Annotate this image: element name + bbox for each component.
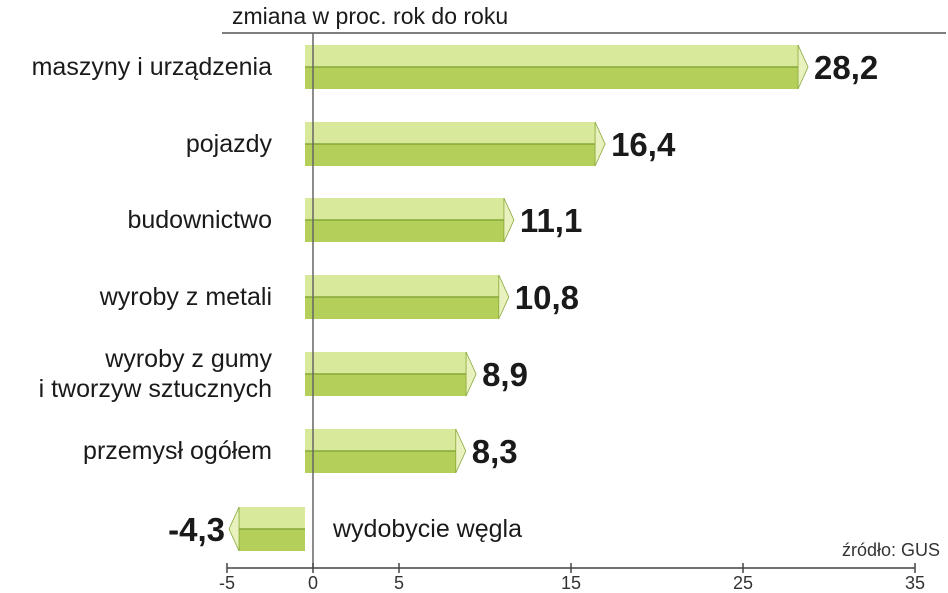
category-label-line: przemysł ogółem — [83, 437, 272, 465]
value-label: 8,3 — [472, 433, 518, 470]
category-label: budownictwo — [127, 206, 272, 234]
bar-top-face — [305, 429, 456, 451]
category-label: wyroby z gumy i tworzyw sztucznych — [39, 345, 273, 403]
bar — [305, 220, 504, 242]
bars-layer: maszyny i urządzenia 28,2 pojazdy 16,4 budow… — [32, 44, 878, 552]
bar-group: pojazdy 16,4 — [186, 121, 676, 167]
bar-top-face — [305, 352, 467, 374]
x-tick-label: 0 — [308, 573, 318, 593]
bar-top-face — [305, 275, 499, 297]
source-note: źródło: GUS — [842, 540, 940, 560]
x-tick-label: -5 — [219, 573, 235, 593]
bar — [305, 374, 467, 396]
value-label: 10,8 — [515, 279, 579, 316]
value-label: -4,3 — [168, 511, 225, 548]
category-label: maszyny i urządzenia — [32, 53, 272, 81]
bar-top-face — [305, 122, 596, 144]
bar-tip — [594, 121, 606, 167]
value-label: 11,1 — [520, 202, 582, 239]
bar-tip — [498, 274, 510, 320]
bar-tip — [503, 197, 515, 243]
x-tick-label: 35 — [905, 573, 925, 593]
category-label-line: maszyny i urządzenia — [32, 53, 272, 81]
bar — [305, 297, 499, 319]
x-tick-label: 5 — [394, 573, 404, 593]
category-label: wyroby z metali — [99, 283, 272, 311]
bar — [305, 451, 456, 473]
bar-top-face — [305, 198, 504, 220]
category-label-line: wyroby z gumy — [104, 345, 272, 373]
bar — [305, 67, 799, 89]
bar-group: wydobycie węgla -4,3 — [168, 506, 522, 552]
bar-top-face — [239, 507, 305, 529]
bar-tip — [455, 428, 467, 474]
x-tick-label: 15 — [561, 573, 581, 593]
bar-group: wyroby z metali 10,8 — [99, 274, 579, 320]
category-label: pojazdy — [186, 130, 273, 158]
x-tick-label: 25 — [733, 573, 753, 593]
bar — [239, 529, 305, 551]
bar-tip — [797, 44, 809, 90]
category-label: wydobycie węgla — [332, 515, 522, 543]
chart-subtitle: zmiana w proc. rok do roku — [232, 3, 508, 29]
x-axis: -5 0 5 15 25 35 — [219, 563, 925, 593]
bar-group: wyroby z gumy i tworzyw sztucznych 8,9 — [39, 345, 528, 403]
bar-tip — [465, 351, 477, 397]
bar-group: maszyny i urządzenia 28,2 — [32, 44, 878, 90]
value-label: 8,9 — [482, 356, 528, 393]
bar-group: przemysł ogółem 8,3 — [83, 428, 518, 474]
bar-tip — [228, 506, 240, 552]
bar-group: budownictwo 11,1 — [127, 197, 582, 243]
category-label-line: i tworzyw sztucznych — [39, 375, 272, 403]
category-label-line: wyroby z metali — [99, 283, 272, 311]
bar — [305, 144, 596, 166]
category-label-line: budownictwo — [127, 206, 272, 234]
bar-top-face — [305, 45, 799, 67]
category-label: przemysł ogółem — [83, 437, 272, 465]
value-label: 16,4 — [611, 126, 676, 163]
category-label-line: pojazdy — [186, 130, 273, 158]
value-label: 28,2 — [814, 49, 878, 86]
